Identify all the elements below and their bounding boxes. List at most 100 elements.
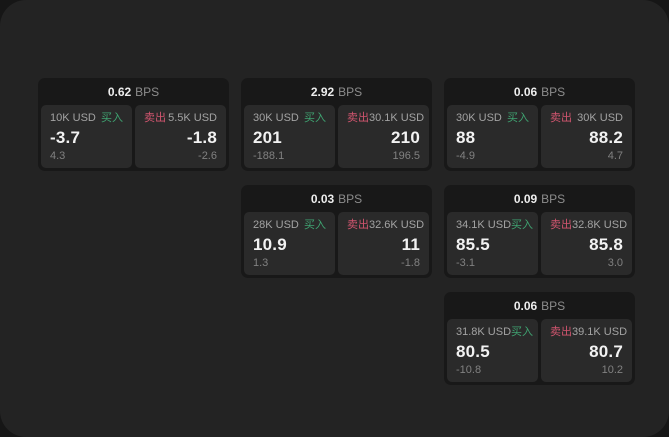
quote-card[interactable]: 2.92 BPS 30K USD 买入 201 -188.1 卖出 30.1K … [241,78,432,171]
sell-panel-top: 卖出 30K USD [550,112,623,124]
bps-unit: BPS [541,298,566,313]
buy-panel-top: 28K USD 买入 [253,219,326,231]
sell-side-label: 卖出 [144,112,166,124]
buy-panel[interactable]: 30K USD 买入 201 -188.1 [244,105,335,168]
quote-card-body: 30K USD 买入 88 -4.9 卖出 30K USD 88.2 4.7 [447,105,632,168]
sell-amount: 30.1K USD [369,112,425,124]
buy-price: 88 [456,128,476,148]
buy-sub-value: -4.9 [456,149,475,162]
sell-price: 88.2 [589,128,623,148]
sell-amount: 39.1K USD [572,326,628,338]
quote-card[interactable]: 0.06 BPS 31.8K USD 买入 80.5 -10.8 卖出 39.1… [444,292,635,385]
quote-card-body: 10K USD 买入 -3.7 4.3 卖出 5.5K USD -1.8 -2.… [41,105,226,168]
bps-header: 0.03 BPS [244,185,429,212]
bps-header: 0.09 BPS [447,185,632,212]
bps-header: 2.92 BPS [244,78,429,105]
sell-price: 210 [391,128,420,148]
buy-panel-top: 10K USD 买入 [50,112,123,124]
bps-value: 0.03 [310,191,335,206]
bps-value: 0.06 [513,84,538,99]
buy-sub-value: -3.1 [456,256,475,269]
quote-card[interactable]: 0.03 BPS 28K USD 买入 10.9 1.3 卖出 32.6K US… [241,185,432,278]
sell-amount: 5.5K USD [168,112,217,124]
bps-header: 0.06 BPS [447,292,632,319]
sell-panel-top: 卖出 32.8K USD [550,219,627,231]
bps-header: 0.62 BPS [41,78,226,105]
buy-side-label: 买入 [511,326,534,338]
quote-card[interactable]: 0.09 BPS 34.1K USD 买入 85.5 -3.1 卖出 32.8K… [444,185,635,278]
sell-panel[interactable]: 卖出 5.5K USD -1.8 -2.6 [135,105,226,168]
sell-sub-value: 10.2 [601,363,623,376]
bps-value: 2.92 [310,84,335,99]
sell-panel[interactable]: 卖出 32.6K USD 11 -1.8 [338,212,429,275]
sell-panel-top: 卖出 39.1K USD [550,326,627,338]
buy-panel-top: 34.1K USD 买入 [456,219,533,231]
quote-card[interactable]: 0.06 BPS 30K USD 买入 88 -4.9 卖出 30K USD [444,78,635,171]
buy-panel-top: 31.8K USD 买入 [456,326,533,338]
buy-amount: 10K USD [50,112,96,124]
buy-amount: 30K USD [253,112,299,124]
sell-price: -1.8 [186,128,217,148]
quote-card[interactable]: 0.62 BPS 10K USD 买入 -3.7 4.3 卖出 5.5K USD [38,78,229,171]
buy-price: 85.5 [456,235,490,255]
buy-panel[interactable]: 28K USD 买入 10.9 1.3 [244,212,335,275]
buy-panel-top: 30K USD 买入 [253,112,326,124]
bps-unit: BPS [338,191,363,206]
quote-card-body: 28K USD 买入 10.9 1.3 卖出 32.6K USD 11 -1.8 [244,212,429,275]
quote-card-body: 34.1K USD 买入 85.5 -3.1 卖出 32.8K USD 85.8… [447,212,632,275]
sell-sub-value: -2.6 [198,149,217,162]
quote-cards-grid: 0.62 BPS 10K USD 买入 -3.7 4.3 卖出 5.5K USD [38,78,635,385]
bps-value: 0.09 [513,191,538,206]
buy-amount: 28K USD [253,219,299,231]
sell-sub-value: 3.0 [607,256,623,269]
quote-card-body: 30K USD 买入 201 -188.1 卖出 30.1K USD 210 1… [244,105,429,168]
sell-amount: 32.6K USD [369,219,425,231]
buy-side-label: 买入 [507,112,529,124]
buy-sub-value: 1.3 [253,256,269,269]
quote-card-body: 31.8K USD 买入 80.5 -10.8 卖出 39.1K USD 80.… [447,319,632,382]
bps-unit: BPS [135,84,160,99]
bps-unit: BPS [541,84,566,99]
sell-sub-value: -1.8 [401,256,420,269]
sell-panel[interactable]: 卖出 30K USD 88.2 4.7 [541,105,632,168]
sell-side-label: 卖出 [550,112,572,124]
buy-amount: 30K USD [456,112,502,124]
buy-price: 10.9 [253,235,287,255]
bps-unit: BPS [338,84,363,99]
buy-side-label: 买入 [511,219,534,231]
sell-amount: 30K USD [577,112,623,124]
bps-value: 0.06 [513,298,538,313]
sell-panel-top: 卖出 5.5K USD [144,112,217,124]
sell-side-label: 卖出 [347,112,369,124]
buy-side-label: 买入 [101,112,123,124]
buy-panel[interactable]: 34.1K USD 买入 85.5 -3.1 [447,212,538,275]
buy-price: -3.7 [50,128,81,148]
sell-panel-top: 卖出 32.6K USD [347,219,424,231]
buy-sub-value: 4.3 [50,149,66,162]
sell-side-label: 卖出 [347,219,369,231]
sell-amount: 32.8K USD [572,219,628,231]
buy-sub-value: -188.1 [253,149,285,162]
buy-panel-top: 30K USD 买入 [456,112,529,124]
sell-panel[interactable]: 卖出 32.8K USD 85.8 3.0 [541,212,632,275]
sell-sub-value: 4.7 [607,149,623,162]
sell-price: 85.8 [589,235,623,255]
sell-side-label: 卖出 [550,326,572,338]
sell-panel-top: 卖出 30.1K USD [347,112,424,124]
buy-price: 80.5 [456,342,490,362]
sell-price: 80.7 [589,342,623,362]
sell-panel[interactable]: 卖出 30.1K USD 210 196.5 [338,105,429,168]
buy-amount: 34.1K USD [456,219,512,231]
buy-price: 201 [253,128,282,148]
sell-price: 11 [401,235,420,255]
sell-side-label: 卖出 [550,219,572,231]
buy-panel[interactable]: 30K USD 买入 88 -4.9 [447,105,538,168]
buy-panel[interactable]: 10K USD 买入 -3.7 4.3 [41,105,132,168]
bps-value: 0.62 [107,84,132,99]
buy-sub-value: -10.8 [456,363,482,376]
buy-panel[interactable]: 31.8K USD 买入 80.5 -10.8 [447,319,538,382]
sell-panel[interactable]: 卖出 39.1K USD 80.7 10.2 [541,319,632,382]
buy-amount: 31.8K USD [456,326,512,338]
buy-side-label: 买入 [304,112,326,124]
